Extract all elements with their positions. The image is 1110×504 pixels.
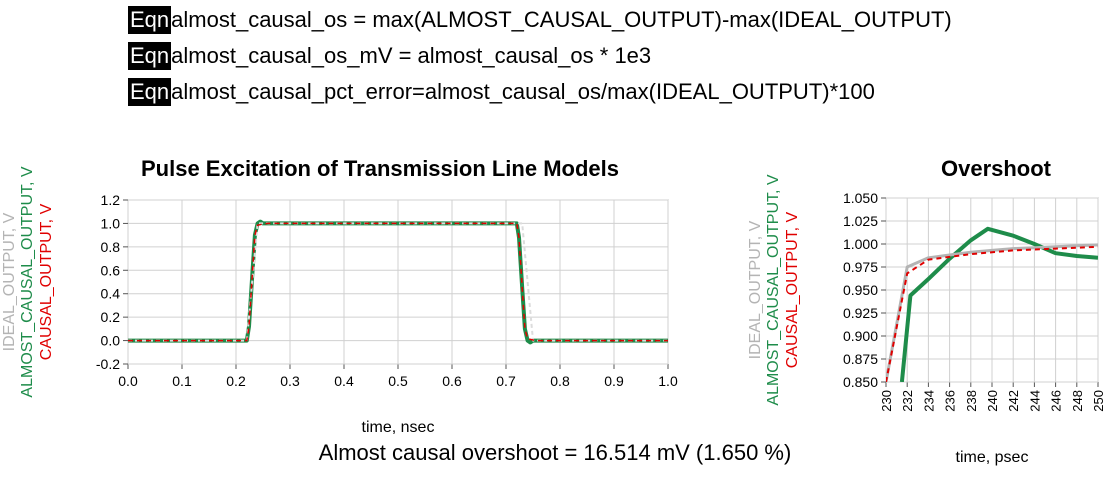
eqn-tag: Eqn bbox=[128, 6, 172, 34]
series-line-almost-causal-output bbox=[899, 226, 1098, 382]
y-tick-label: 1.2 bbox=[101, 192, 121, 208]
y-tick-label: 0.850 bbox=[843, 374, 878, 390]
x-tick-label: 0.7 bbox=[496, 373, 516, 389]
y-tick-label: 0.8 bbox=[101, 239, 121, 255]
x-tick-label: 248 bbox=[1070, 390, 1085, 412]
equation-3[interactable]: Eqn almost_causal_pct_error=almost_causal… bbox=[128, 78, 875, 106]
x-tick-label: 0.6 bbox=[442, 373, 462, 389]
y-tick-label: 0.6 bbox=[101, 262, 121, 278]
x-tick-label: 0.1 bbox=[172, 373, 192, 389]
x-tick-label: 250 bbox=[1091, 390, 1106, 412]
equation-2[interactable]: Eqn almost_causal_os_mV = almost_causal_o… bbox=[128, 42, 652, 70]
x-tick-label: 0.5 bbox=[388, 373, 408, 389]
x-tick-label: 232 bbox=[900, 390, 915, 412]
series-group bbox=[886, 226, 1098, 382]
y-axis-label: CAUSAL_OUTPUT, V bbox=[784, 211, 801, 368]
x-tick-label: 0.8 bbox=[550, 373, 570, 389]
y-tick-label: 0.2 bbox=[101, 309, 121, 325]
x-tick-label: 0.9 bbox=[604, 373, 624, 389]
x-tick-label: 0.4 bbox=[334, 373, 354, 389]
eqn-tag: Eqn bbox=[128, 42, 172, 70]
x-tick-label: 0.3 bbox=[280, 373, 300, 389]
y-axis-label: IDEAL_OUTPUT, V bbox=[1, 212, 18, 351]
y-tick-label: 0.0 bbox=[101, 333, 121, 349]
x-tick-label: 242 bbox=[1006, 390, 1021, 412]
equation-text: almost_causal_os = max(ALMOST_CAUSAL_OUT… bbox=[171, 7, 952, 32]
equation-text: almost_causal_pct_error=almost_causal_os… bbox=[171, 79, 875, 104]
chart-title: Overshoot bbox=[941, 156, 1052, 181]
y-tick-label: 0.950 bbox=[843, 282, 878, 298]
x-tick-label: 1.0 bbox=[658, 373, 678, 389]
chart-title: Pulse Excitation of Transmission Line Mo… bbox=[141, 156, 619, 181]
y-tick-label: 1.050 bbox=[843, 190, 878, 206]
x-tick-label: 238 bbox=[964, 390, 979, 412]
y-tick-label: 0.900 bbox=[843, 328, 878, 344]
y-axis-label: ALMOST_CAUSAL_OUTPUT, V bbox=[765, 174, 782, 406]
y-axis-label: ALMOST_CAUSAL_OUTPUT, V bbox=[19, 166, 36, 398]
chart-1: Overshoot 230 232 234 236 238 240 242 244 246 248 2… bbox=[747, 156, 1106, 466]
x-tick-label: 234 bbox=[921, 390, 936, 412]
overshoot-summary: Almost causal overshoot = 16.514 mV (1.6… bbox=[318, 440, 792, 465]
y-tick-label: 1.0 bbox=[101, 215, 121, 231]
x-tick-label: 236 bbox=[943, 390, 958, 412]
y-axis-label: CAUSAL_OUTPUT, V bbox=[38, 203, 55, 360]
chart-0: Pulse Excitation of Transmission Line Mo… bbox=[1, 156, 678, 436]
y-axis-label: IDEAL_OUTPUT, V bbox=[747, 220, 764, 359]
x-tick-label: 230 bbox=[879, 390, 894, 412]
series-line-causal-output bbox=[128, 222, 668, 342]
eqn-tag: Eqn bbox=[128, 78, 172, 106]
y-tick-label: 0.975 bbox=[843, 259, 878, 275]
y-tick-label: 1.000 bbox=[843, 236, 878, 252]
y-tick-label: 1.025 bbox=[843, 213, 878, 229]
x-axis-label: time, nsec bbox=[362, 419, 435, 436]
series-line-causal-output bbox=[886, 245, 1098, 382]
x-tick-label: 240 bbox=[985, 390, 1000, 412]
x-tick-label: 0.0 bbox=[118, 373, 138, 389]
x-tick-label: 244 bbox=[1027, 390, 1042, 412]
series-line-ideal-output bbox=[886, 243, 1098, 382]
x-tick-label: 0.2 bbox=[226, 373, 246, 389]
y-tick-label: 0.925 bbox=[843, 305, 878, 321]
y-tick-label: 0.875 bbox=[843, 351, 878, 367]
equation-text: almost_causal_os_mV = almost_causal_os *… bbox=[171, 43, 652, 68]
x-tick-label: 246 bbox=[1049, 390, 1064, 412]
series-group bbox=[128, 219, 668, 345]
equation-1[interactable]: Eqn almost_causal_os = max(ALMOST_CAUSAL_… bbox=[128, 6, 952, 34]
y-tick-label: -0.2 bbox=[96, 356, 120, 372]
x-axis-label: time, psec bbox=[956, 449, 1029, 466]
y-tick-label: 0.4 bbox=[101, 286, 121, 302]
